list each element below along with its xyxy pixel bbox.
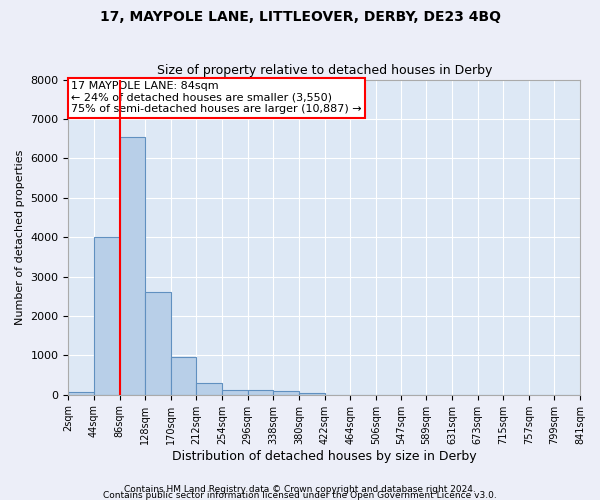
Y-axis label: Number of detached properties: Number of detached properties	[15, 150, 25, 325]
Bar	[94, 237, 119, 394]
Bar	[273, 392, 299, 394]
Text: Contains public sector information licensed under the Open Government Licence v3: Contains public sector information licen…	[103, 491, 497, 500]
Bar	[145, 292, 171, 394]
Text: 17, MAYPOLE LANE, LITTLEOVER, DERBY, DE23 4BQ: 17, MAYPOLE LANE, LITTLEOVER, DERBY, DE2…	[100, 10, 500, 24]
Text: 17 MAYPOLE LANE: 84sqm
← 24% of detached houses are smaller (3,550)
75% of semi-: 17 MAYPOLE LANE: 84sqm ← 24% of detached…	[71, 81, 362, 114]
Bar	[248, 390, 273, 394]
Bar	[196, 383, 222, 394]
Bar	[171, 358, 196, 395]
Bar	[299, 393, 325, 394]
X-axis label: Distribution of detached houses by size in Derby: Distribution of detached houses by size …	[172, 450, 476, 462]
Text: Contains HM Land Registry data © Crown copyright and database right 2024.: Contains HM Land Registry data © Crown c…	[124, 485, 476, 494]
Bar	[222, 390, 248, 394]
Bar	[119, 136, 145, 394]
Bar	[68, 392, 94, 394]
Title: Size of property relative to detached houses in Derby: Size of property relative to detached ho…	[157, 64, 492, 77]
